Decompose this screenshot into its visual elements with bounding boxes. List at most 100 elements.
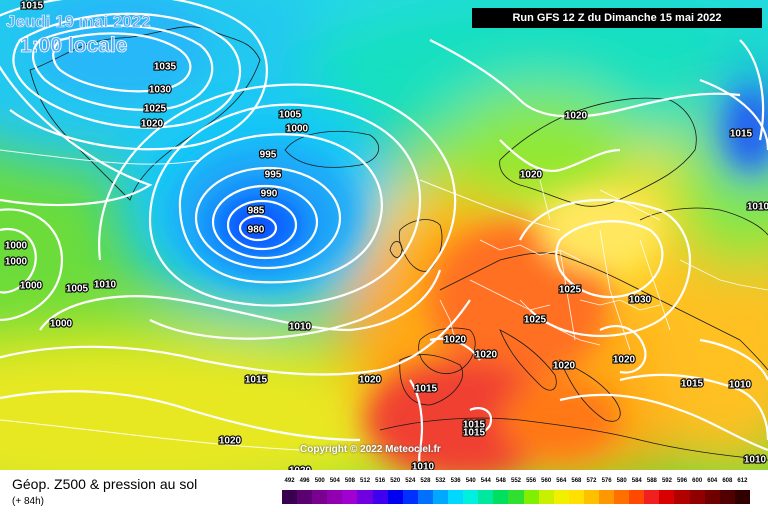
color-field [0,0,768,470]
scale-value-label: 544 [480,478,491,484]
pressure-label: 980 [248,225,265,236]
pressure-label: 1020 [613,355,636,366]
pressure-label: 1010 [289,322,312,333]
pressure-label: 1010 [729,380,752,391]
pressure-label: 1025 [144,104,167,115]
scale-swatch [614,490,630,504]
pressure-label: 1020 [475,350,498,361]
pressure-label: 1010 [744,455,767,466]
scale-value-label: 592 [661,478,672,484]
scale-value-label: 556 [526,478,537,484]
pressure-label: 1015 [463,420,486,431]
coastlines [29,26,768,461]
pressure-label: 1020 [553,361,576,372]
scale-value-label: 520 [390,478,401,484]
scale-swatch [342,490,358,504]
scale-value-label: 584 [631,478,642,484]
scale-swatch [553,490,569,504]
scale-swatch [432,490,449,504]
pressure-label: 1025 [559,285,582,296]
geopotential-map: 1015 1035 1030 1025 1020 1005 1000 995 995 990 985… [0,0,768,470]
scale-value-label: 608 [722,478,733,484]
scale-value-label: 612 [737,478,748,484]
scale-swatch [583,490,599,504]
scale-swatch [689,490,705,504]
scale-swatch [568,490,584,504]
scale-value-label: 492 [284,478,295,484]
pressure-label: 1030 [149,85,172,96]
scale-swatch [538,490,554,504]
scale-value-label: 536 [450,478,461,484]
pressure-label: 1010 [94,280,117,291]
forecast-date: Jeudi 19 mai 2022 [6,12,151,32]
pressure-label: 1005 [279,110,302,121]
pressure-label: 1020 [141,119,164,130]
pressure-label: 1000 [286,124,309,135]
scale-value-label: 504 [329,478,340,484]
pressure-label: 1020 [219,436,242,447]
scale-value-label: 560 [541,478,552,484]
pressure-label: 1010 [747,202,768,213]
color-scale-labels: 492 496 500 504 508 512 516 520 524 528 532 536 540 5… [282,478,750,488]
scale-value-label: 548 [495,478,506,484]
scale-value-label: 576 [601,478,612,484]
scale-value-label: 600 [692,478,703,484]
scale-swatch [659,490,675,504]
scale-value-label: 568 [571,478,582,484]
scale-swatch [312,490,328,504]
scale-swatch [719,490,735,504]
legend-subtitle: (+ 84h) [12,496,44,507]
scale-swatch [372,490,388,504]
scale-swatch [327,490,343,504]
pressure-label: 1000 [20,281,43,292]
legend-title: Géop. Z500 & pression au sol [12,476,198,492]
forecast-time: 1:00 locale [20,34,128,58]
pressure-label: 995 [265,170,282,181]
pressure-label: 1020 [520,170,543,181]
pressure-label: 990 [261,189,278,200]
scale-value-label: 508 [344,478,355,484]
scale-value-label: 564 [556,478,567,484]
scale-swatch [704,490,720,504]
pressure-label: 1005 [66,284,89,295]
pressure-label: 1000 [5,257,28,268]
scale-value-label: 496 [299,478,310,484]
pressure-label: 1020 [289,466,312,470]
scale-swatch [508,490,524,504]
scale-value-label: 524 [405,478,416,484]
scale-swatch [282,490,298,504]
pressure-label: 1025 [524,315,547,326]
pressure-label: 995 [260,150,277,161]
scale-value-label: 516 [375,478,386,484]
scale-value-label: 532 [435,478,446,484]
pressure-label: 1015 [415,384,438,395]
scale-value-label: 596 [677,478,688,484]
pressure-label: 1015 [730,129,753,140]
scale-value-label: 540 [465,478,476,484]
scale-value-label: 512 [360,478,371,484]
scale-swatch [387,490,403,504]
scale-swatch [463,490,479,504]
pressure-label: 1000 [5,241,28,252]
pressure-label: 1020 [359,375,382,386]
scale-swatch [448,490,464,504]
scale-value-label: 580 [616,478,627,484]
pressure-label: 1020 [565,111,588,122]
scale-swatch [493,490,509,504]
scale-swatch [598,490,615,504]
scale-swatch [402,490,418,504]
scale-value-label: 528 [420,478,431,484]
scale-swatch [674,490,690,504]
color-scale-bar [282,490,750,504]
pressure-label: 1035 [154,62,177,73]
scale-swatch [629,490,645,504]
weather-map: 1015 1035 1030 1025 1020 1005 1000 995 995 990 985… [0,0,768,470]
scale-swatch [734,490,750,504]
copyright-notice: Copyright © 2022 Meteociel.fr [300,444,441,455]
pressure-label: 1015 [681,379,704,390]
pressure-label: 1030 [629,295,652,306]
pressure-labels: 1015 1035 1030 1025 1020 1005 1000 995 995 990 985… [4,0,768,470]
scale-swatch [523,490,539,504]
scale-swatch [357,490,373,504]
pressure-label: 1015 [463,428,486,439]
